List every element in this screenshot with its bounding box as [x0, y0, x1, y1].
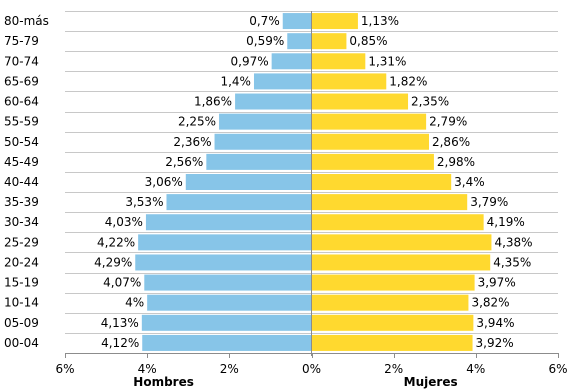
- bar-mujeres-7: [311, 153, 434, 170]
- bar-hombres-13: [144, 274, 312, 291]
- bar-mujeres-2: [311, 53, 366, 70]
- data-label-hombres-13: 4,07%: [103, 276, 141, 290]
- bar-hombres-6: [214, 133, 312, 150]
- data-label-hombres-3: 1,4%: [220, 74, 251, 88]
- data-label-mujeres-9: 3,79%: [470, 195, 508, 209]
- bar-mujeres-15: [311, 314, 474, 331]
- data-label-mujeres-6: 2,86%: [432, 135, 470, 149]
- bar-mujeres-5: [311, 113, 427, 130]
- data-label-hombres-4: 1,86%: [194, 95, 232, 109]
- bar-mujeres-11: [311, 234, 492, 251]
- data-label-hombres-16: 4,12%: [101, 336, 139, 350]
- x-tick-label-1: 4%: [138, 362, 157, 376]
- data-label-hombres-14: 4%: [125, 296, 144, 310]
- data-label-mujeres-1: 0,85%: [349, 34, 387, 48]
- data-label-hombres-2: 0,97%: [231, 54, 269, 68]
- category-label-15: 05-09: [4, 316, 39, 330]
- data-label-mujeres-13: 3,97%: [478, 276, 516, 290]
- bar-mujeres-6: [311, 133, 429, 150]
- category-label-5: 55-59: [4, 115, 39, 129]
- bar-hombres-0: [282, 13, 312, 30]
- data-labels: 0,7% 1,13% 0,59% 0,85% 0,97% 1,31% 1,4% 1,82% 1,…: [94, 14, 532, 350]
- bar-mujeres-8: [311, 174, 452, 190]
- bar-hombres-14: [147, 294, 312, 311]
- bar-hombres-8: [185, 174, 312, 190]
- x-tick-label-4: 2%: [384, 362, 403, 376]
- bar-mujeres-16: [311, 334, 473, 351]
- data-label-mujeres-4: 2,35%: [411, 95, 449, 109]
- data-label-hombres-0: 0,7%: [249, 14, 280, 28]
- category-label-8: 40-44: [4, 175, 39, 189]
- x-tick-label-3: 0%: [302, 362, 321, 376]
- bar-mujeres-14: [311, 294, 469, 311]
- bar-hombres-11: [138, 234, 312, 251]
- bar-mujeres-0: [311, 13, 358, 30]
- category-labels: 80-más 75-79 70-74 65-69 60-64 55-59 50-54 45-4…: [4, 14, 49, 350]
- x-tick-label-2: 2%: [220, 362, 239, 376]
- bars: [135, 13, 492, 351]
- data-label-mujeres-15: 3,94%: [476, 316, 514, 330]
- data-label-mujeres-10: 4,19%: [487, 215, 525, 229]
- bar-mujeres-4: [311, 93, 409, 110]
- x-tick-label-5: 4%: [466, 362, 485, 376]
- x-tick-label-0: 6%: [55, 362, 74, 376]
- bar-hombres-1: [287, 33, 312, 50]
- data-label-mujeres-5: 2,79%: [429, 115, 467, 129]
- category-label-3: 65-69: [4, 74, 39, 88]
- data-label-hombres-5: 2,25%: [178, 115, 216, 129]
- category-label-0: 80-más: [4, 14, 49, 28]
- category-label-14: 10-14: [4, 296, 39, 310]
- x-axis: 6% 4% 2% 0% 2% 4% 6%: [55, 11, 568, 376]
- data-label-hombres-15: 4,13%: [101, 316, 139, 330]
- bar-mujeres-12: [311, 254, 491, 271]
- data-label-mujeres-0: 1,13%: [361, 14, 399, 28]
- category-label-2: 70-74: [4, 54, 39, 68]
- data-label-hombres-1: 0,59%: [246, 34, 284, 48]
- bar-mujeres-3: [311, 73, 387, 90]
- bar-hombres-3: [253, 73, 312, 90]
- bar-mujeres-10: [311, 214, 484, 231]
- data-label-hombres-10: 4,03%: [105, 215, 143, 229]
- category-label-6: 50-54: [4, 135, 39, 149]
- x-tick-label-6: 6%: [548, 362, 567, 376]
- category-label-7: 45-49: [4, 155, 39, 169]
- category-label-10: 30-34: [4, 215, 39, 229]
- data-label-hombres-6: 2,36%: [173, 135, 211, 149]
- category-label-4: 60-64: [4, 95, 39, 109]
- bar-mujeres-13: [311, 274, 475, 291]
- bar-hombres-12: [135, 254, 312, 271]
- category-label-11: 25-29: [4, 235, 39, 249]
- category-label-16: 00-04: [4, 336, 39, 350]
- data-label-mujeres-16: 3,92%: [476, 336, 514, 350]
- bar-mujeres-1: [311, 33, 347, 50]
- data-label-hombres-7: 2,56%: [165, 155, 203, 169]
- bar-hombres-15: [141, 314, 312, 331]
- bar-hombres-16: [142, 334, 312, 351]
- axis-title-hombres: Hombres: [133, 375, 194, 389]
- data-label-mujeres-12: 4,35%: [493, 255, 531, 269]
- data-label-mujeres-2: 1,31%: [368, 54, 406, 68]
- data-label-mujeres-3: 1,82%: [389, 74, 427, 88]
- bar-hombres-2: [271, 53, 312, 70]
- data-label-mujeres-7: 2,98%: [437, 155, 475, 169]
- data-label-hombres-12: 4,29%: [94, 255, 132, 269]
- axis-title-mujeres: Mujeres: [404, 375, 458, 389]
- bar-hombres-4: [235, 93, 312, 110]
- category-label-1: 75-79: [4, 34, 39, 48]
- data-label-hombres-11: 4,22%: [97, 235, 135, 249]
- category-label-13: 15-19: [4, 276, 39, 290]
- bar-hombres-9: [166, 194, 312, 211]
- data-label-hombres-9: 3,53%: [125, 195, 163, 209]
- data-label-mujeres-14: 3,82%: [471, 296, 509, 310]
- data-label-mujeres-8: 3,4%: [454, 175, 485, 189]
- category-label-9: 35-39: [4, 195, 39, 209]
- data-label-mujeres-11: 4,38%: [494, 235, 532, 249]
- bar-mujeres-9: [311, 194, 468, 211]
- data-label-hombres-8: 3,06%: [145, 175, 183, 189]
- bar-hombres-7: [206, 153, 312, 170]
- bar-hombres-10: [145, 214, 312, 231]
- bar-hombres-5: [219, 113, 312, 130]
- category-label-12: 20-24: [4, 255, 39, 269]
